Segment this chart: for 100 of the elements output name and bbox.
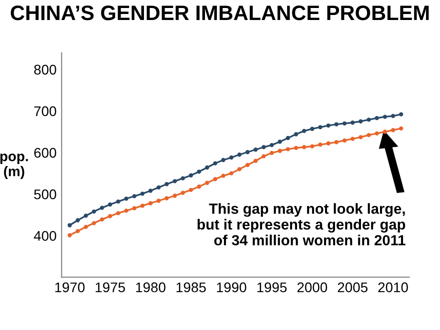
point bbox=[140, 204, 145, 208]
y-axis-title: pop. (m) bbox=[0, 154, 28, 179]
point bbox=[237, 167, 242, 172]
x-tick-label: 2005 bbox=[338, 282, 368, 292]
point bbox=[164, 196, 169, 200]
point bbox=[76, 218, 80, 222]
point bbox=[270, 142, 274, 148]
point bbox=[108, 214, 112, 218]
point bbox=[262, 145, 266, 150]
point bbox=[140, 192, 145, 196]
point bbox=[310, 144, 314, 148]
point bbox=[237, 152, 242, 157]
point bbox=[350, 136, 355, 141]
point bbox=[318, 142, 322, 147]
point bbox=[254, 158, 258, 163]
point bbox=[245, 162, 250, 168]
point bbox=[286, 136, 290, 140]
point bbox=[358, 135, 363, 140]
point bbox=[124, 196, 128, 201]
point bbox=[286, 147, 290, 152]
point bbox=[92, 209, 96, 214]
x-tick-label: 1975 bbox=[96, 282, 125, 292]
point bbox=[326, 123, 330, 128]
point bbox=[84, 214, 88, 218]
point bbox=[245, 150, 250, 154]
point bbox=[382, 114, 388, 119]
point bbox=[92, 221, 96, 226]
point bbox=[334, 122, 339, 126]
point bbox=[108, 202, 112, 207]
point bbox=[390, 114, 396, 118]
point bbox=[302, 128, 306, 134]
point bbox=[156, 185, 161, 190]
x-tick-label: 1990 bbox=[216, 282, 246, 292]
y-tick-label: 700 bbox=[34, 106, 56, 116]
x-tick-label: 1980 bbox=[136, 282, 166, 292]
point bbox=[302, 145, 306, 150]
point bbox=[156, 198, 161, 203]
point bbox=[342, 138, 347, 143]
x-tick-label: 2000 bbox=[297, 282, 328, 292]
point bbox=[221, 174, 226, 178]
point bbox=[180, 176, 185, 180]
y-tick-label: 400 bbox=[34, 230, 56, 241]
point bbox=[100, 217, 104, 222]
point bbox=[205, 180, 210, 185]
point bbox=[278, 140, 282, 144]
point bbox=[100, 206, 104, 210]
point bbox=[148, 201, 153, 206]
point bbox=[390, 128, 396, 132]
point bbox=[221, 158, 226, 162]
y-tick-label: 500 bbox=[34, 189, 56, 200]
point bbox=[342, 121, 347, 126]
point bbox=[164, 182, 169, 186]
point bbox=[366, 118, 371, 122]
point bbox=[294, 132, 298, 136]
point bbox=[382, 130, 388, 134]
x-tick-label: 1970 bbox=[55, 282, 85, 292]
y-tick-label: 600 bbox=[34, 148, 56, 158]
x-tick-label: 1985 bbox=[176, 282, 206, 292]
point bbox=[229, 171, 234, 176]
point bbox=[148, 188, 153, 193]
point bbox=[262, 154, 266, 158]
x-tick-label: 1995 bbox=[257, 282, 287, 292]
point bbox=[294, 146, 298, 150]
point bbox=[116, 211, 120, 216]
y-tick-label: 800 bbox=[34, 64, 56, 75]
point bbox=[229, 155, 234, 160]
point bbox=[254, 148, 258, 152]
point bbox=[366, 132, 371, 138]
point bbox=[205, 165, 210, 170]
point bbox=[172, 179, 177, 184]
point bbox=[213, 177, 218, 182]
point bbox=[213, 161, 218, 166]
point bbox=[310, 126, 314, 131]
point bbox=[188, 173, 194, 178]
point bbox=[132, 206, 136, 210]
point bbox=[68, 223, 72, 228]
point bbox=[124, 208, 128, 213]
point bbox=[196, 184, 202, 189]
point bbox=[399, 112, 404, 116]
chart-title: CHINA’S GENDER IMBALANCE PROBLEM bbox=[10, 6, 429, 20]
point bbox=[278, 148, 282, 153]
point bbox=[68, 233, 72, 238]
point bbox=[180, 190, 185, 195]
point bbox=[350, 120, 355, 125]
annotation: This gap may not look large, but it represents a gender gap of 34 million women in 2011 bbox=[198, 203, 406, 246]
point bbox=[132, 194, 136, 198]
point bbox=[84, 224, 88, 229]
point bbox=[188, 188, 194, 192]
point bbox=[116, 199, 120, 204]
point bbox=[334, 140, 339, 144]
point bbox=[196, 170, 202, 174]
point bbox=[374, 131, 379, 136]
point bbox=[318, 125, 322, 130]
point bbox=[270, 150, 274, 156]
point bbox=[76, 228, 80, 234]
x-tick-label: 2010 bbox=[378, 282, 408, 292]
point bbox=[374, 116, 379, 120]
point bbox=[326, 141, 330, 146]
point bbox=[172, 194, 177, 198]
point bbox=[358, 119, 363, 124]
